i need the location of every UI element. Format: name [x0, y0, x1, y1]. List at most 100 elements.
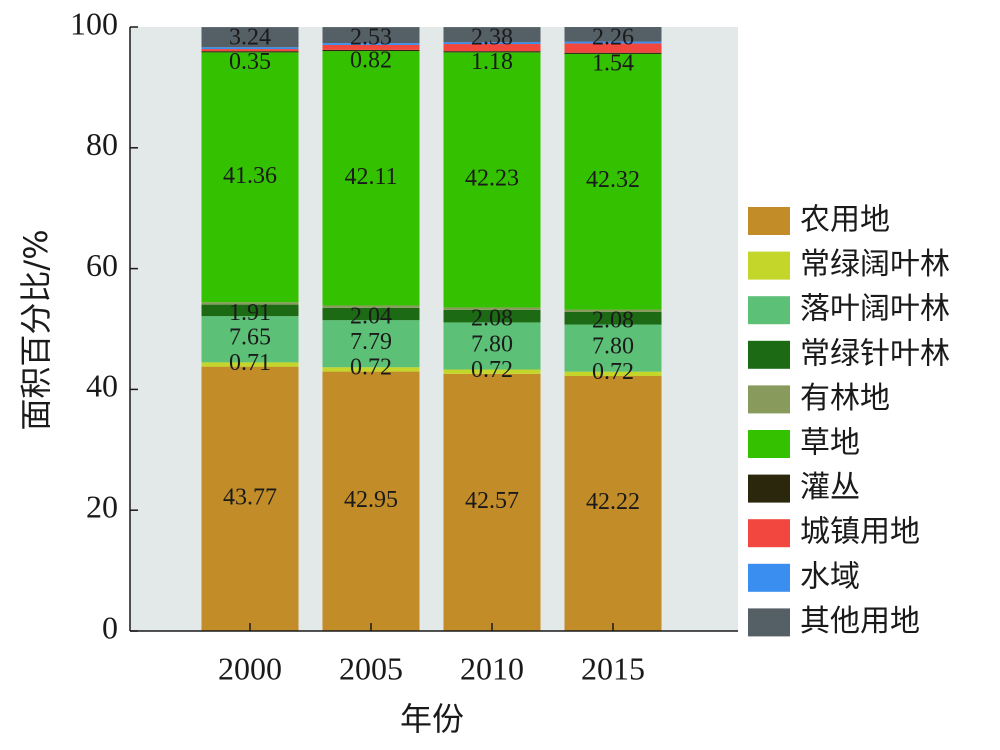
bar-segment-2005-9	[322, 27, 420, 44]
data-label-2015-3: 2.08	[592, 307, 634, 333]
data-label-2000-5: 41.36	[223, 163, 277, 189]
bar-segment-2010-7	[443, 44, 541, 52]
legend-swatch-6	[748, 474, 790, 503]
bar-segment-2015-5	[564, 53, 662, 310]
x-tick-label-2010: 2010	[460, 650, 524, 686]
bar-segment-2010-6	[443, 51, 541, 53]
data-label-2015-9: 2.26	[592, 25, 634, 51]
y-tick-label-20: 20	[86, 489, 118, 525]
bar-segment-2000-3	[201, 304, 299, 317]
legend-swatch-3	[748, 340, 790, 369]
legend-swatch-0	[748, 207, 790, 235]
data-label-2010-1: 0.72	[471, 357, 513, 383]
legend-label-4: 有林地	[800, 381, 890, 416]
axes-group: 0 20 40 60 80 100 2000 2005 2010 2015	[70, 5, 738, 686]
bar-segment-2015-0	[564, 375, 662, 631]
bar-segment-2000-8	[201, 47, 299, 50]
bar-segment-2010-0	[443, 373, 541, 631]
bar-segment-2005-2	[322, 320, 420, 368]
data-label-2015-2: 7.80	[592, 334, 634, 360]
legend-swatch-7	[748, 519, 790, 548]
legend-label-1: 常绿阔叶林	[800, 247, 950, 282]
x-tick-label-2000: 2000	[218, 650, 282, 686]
bar-segment-2010-3	[443, 309, 541, 323]
legend-label-3: 常绿针叶林	[800, 336, 950, 371]
data-label-2015-1: 0.72	[592, 359, 634, 385]
data-label-2010-5: 42.23	[465, 165, 519, 191]
legend-label-2: 落叶阔叶林	[800, 292, 950, 327]
legend-label-8: 水域	[800, 559, 860, 594]
data-label-2010-7: 1.18	[471, 49, 513, 75]
y-tick-label-100: 100	[70, 5, 118, 41]
y-tick-label-80: 80	[86, 126, 118, 162]
bar-segment-2005-5	[322, 51, 420, 306]
data-label-2005-0: 42.95	[344, 487, 398, 513]
bar-segment-2000-6	[201, 51, 299, 53]
legend-label-9: 其他用地	[800, 604, 920, 639]
data-label-2000-0: 43.77	[223, 484, 277, 510]
bar-segment-2015-6	[564, 52, 662, 54]
data-label-2015-0: 42.22	[586, 489, 640, 515]
data-label-2000-2: 7.65	[229, 325, 271, 351]
bar-segment-2000-0	[201, 366, 299, 631]
bar-top-fill-2005	[322, 27, 420, 28]
data-label-2010-0: 42.57	[465, 488, 519, 514]
x-tick-label-2005: 2005	[339, 650, 403, 686]
bar-segment-2000-9	[201, 27, 299, 48]
legend-swatch-1	[748, 251, 790, 280]
bar-segment-2005-6	[322, 49, 420, 52]
legend-swatch-2	[748, 296, 790, 325]
x-axis-label: 年份	[400, 700, 464, 738]
data-label-2015-5: 42.32	[586, 167, 640, 193]
bar-segment-2015-4	[564, 309, 662, 312]
data-label-2005-7: 0.82	[350, 48, 392, 74]
bar-segment-2015-2	[564, 324, 662, 372]
bar-segment-2005-1	[322, 367, 420, 372]
bar-segment-2010-8	[443, 42, 541, 45]
data-label-2015-7: 1.54	[592, 50, 634, 76]
legend-swatch-9	[748, 608, 790, 637]
bar-segment-2000-5	[201, 52, 299, 303]
bar-segment-2015-1	[564, 371, 662, 376]
legend-label-0: 农用地	[800, 203, 890, 238]
data-label-2010-9: 2.38	[471, 25, 513, 51]
legend-label-6: 灌丛	[800, 470, 860, 505]
bars-group	[201, 27, 662, 631]
bar-segment-2010-1	[443, 369, 541, 374]
y-tick-label-0: 0	[102, 609, 118, 645]
bar-segment-2015-3	[564, 311, 662, 325]
bar-segment-2000-2	[201, 316, 299, 363]
bar-segment-2000-4	[201, 302, 299, 305]
bar-segment-2010-9	[443, 27, 541, 43]
legend-swatch-5	[748, 430, 790, 458]
data-label-2005-5: 42.11	[344, 164, 397, 190]
data-label-2010-2: 7.80	[471, 331, 513, 357]
bar-segment-2015-8	[564, 41, 662, 44]
bar-segment-2010-4	[443, 307, 541, 310]
bar-segment-2000-7	[201, 49, 299, 52]
bar-segment-2005-4	[322, 305, 420, 308]
data-label-2000-7: 0.35	[229, 49, 271, 75]
legend-swatch-8	[748, 563, 790, 592]
bar-segment-2005-0	[322, 371, 420, 631]
bar-segment-2005-3	[322, 307, 420, 321]
legend-label-7: 城镇用地	[800, 515, 920, 550]
bar-segment-2005-7	[322, 44, 420, 50]
data-label-2000-1: 0.71	[229, 350, 271, 376]
data-label-2005-2: 7.79	[350, 329, 392, 355]
legend-label-5: 草地	[800, 426, 860, 461]
bar-top-fill-2000	[201, 27, 299, 28]
bar-segment-2005-8	[322, 43, 420, 45]
x-tick-label-2015: 2015	[581, 650, 645, 686]
bar-segment-2010-2	[443, 322, 541, 370]
bar-top-fill-2015	[564, 27, 662, 28]
data-label-2000-3: 1.91	[229, 300, 271, 326]
bar-segment-2000-1	[201, 362, 299, 367]
data-labels-group: 43.770.717.651.9141.360.353.2442.950.727…	[223, 25, 640, 516]
data-label-2005-3: 2.04	[350, 303, 392, 329]
data-label-2005-9: 2.53	[350, 25, 392, 51]
y-axis-label: 面积百分比/%	[17, 229, 55, 430]
y-tick-label-60: 60	[86, 247, 118, 283]
bar-segment-2015-7	[564, 43, 662, 53]
